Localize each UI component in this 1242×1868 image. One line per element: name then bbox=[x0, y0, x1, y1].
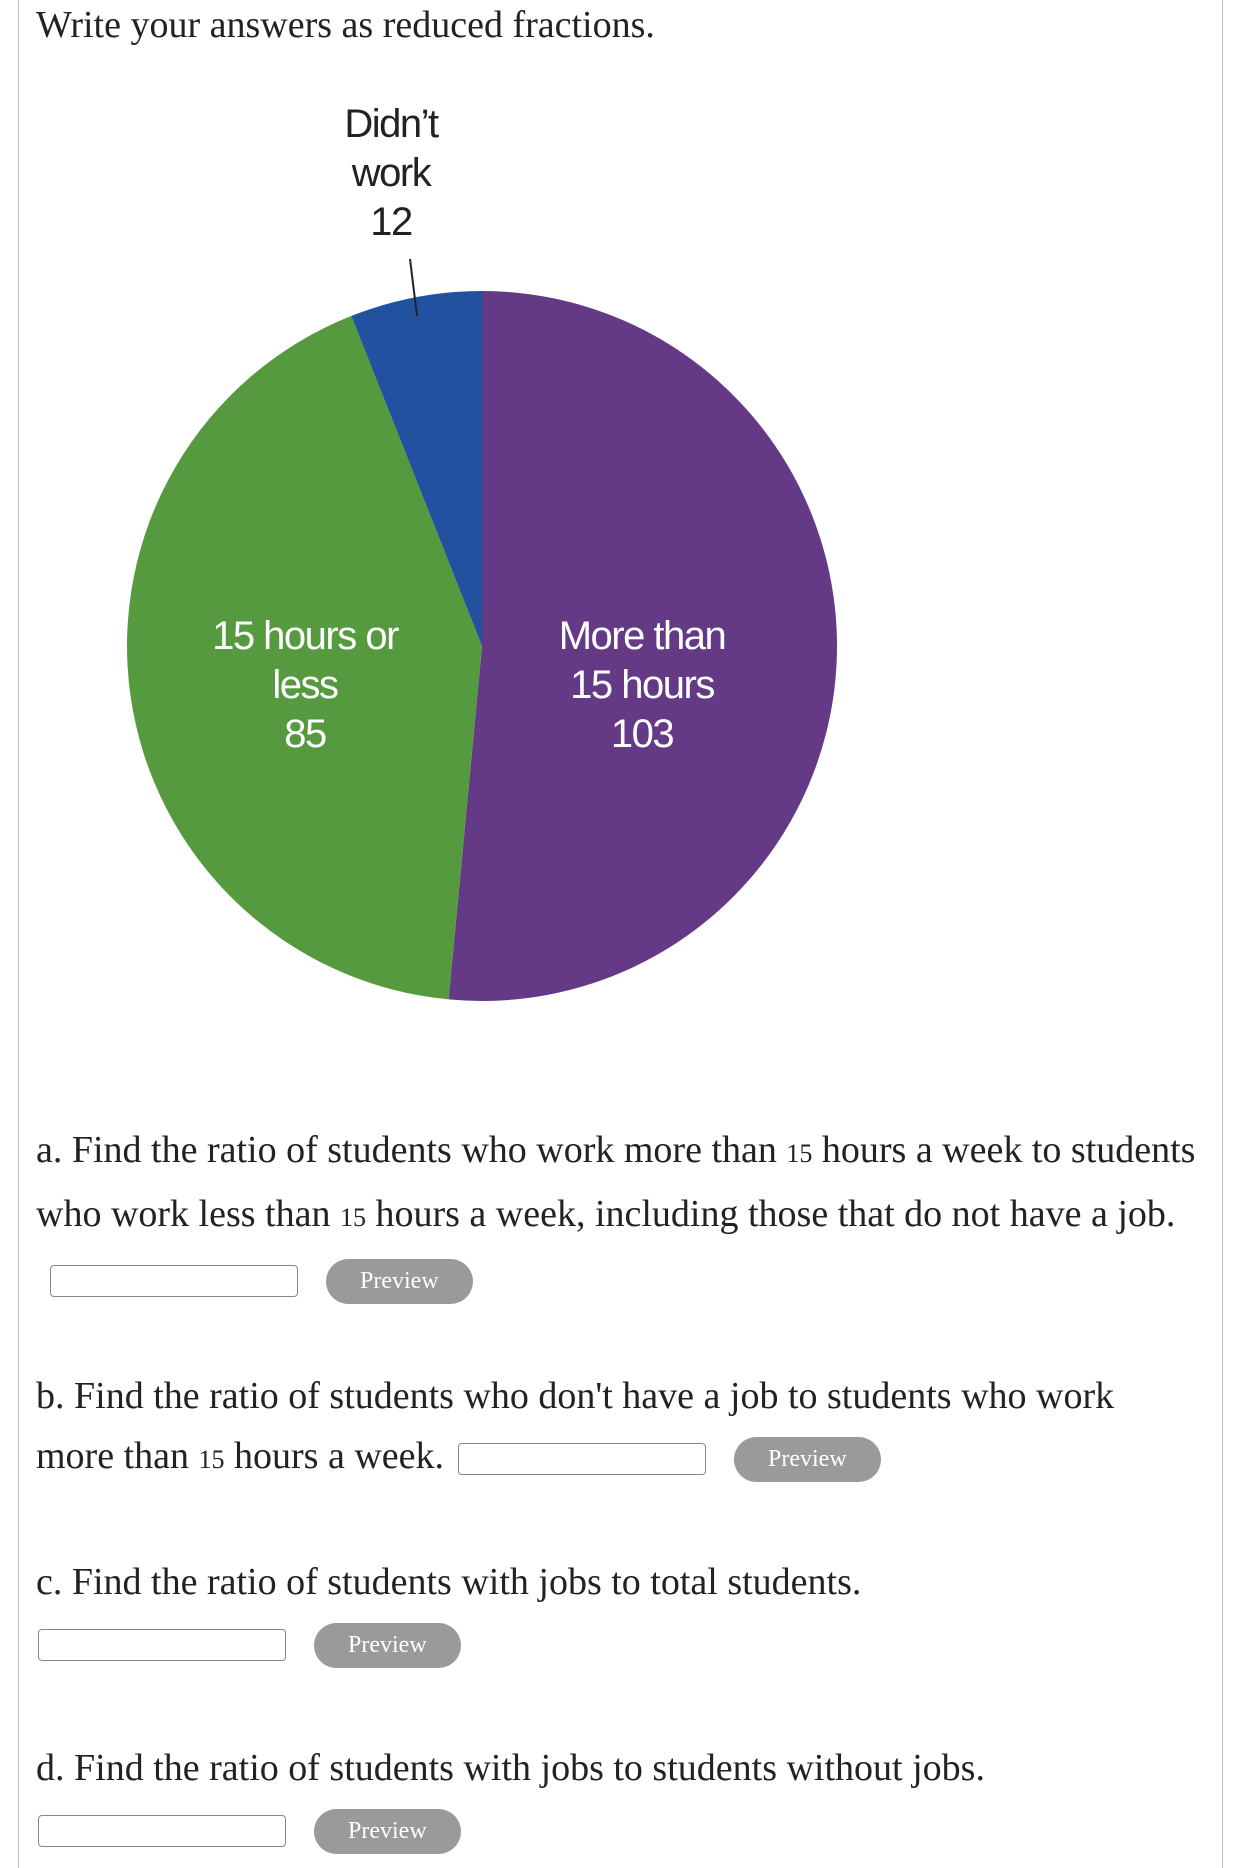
question-text: 15 bbox=[786, 1139, 813, 1168]
question-text: hours a week, including those that do no… bbox=[365, 1193, 1176, 1235]
frame bbox=[18, 0, 1223, 1868]
answer-input[interactable] bbox=[38, 1815, 286, 1848]
slice-label: Didn’t work 12 bbox=[326, 100, 456, 247]
question-text: hours a week. bbox=[224, 1435, 444, 1477]
slice-category: More than 15 hours bbox=[558, 614, 727, 707]
question-text: 15 bbox=[339, 1203, 366, 1232]
pie-chart bbox=[126, 258, 838, 1001]
slice-value: 85 bbox=[284, 712, 327, 756]
preview-button[interactable]: Preview bbox=[734, 1436, 881, 1482]
question-text: b. Find the ratio of students who don't … bbox=[36, 1375, 1115, 1477]
slice-label: 15 hours or less 85 bbox=[205, 612, 405, 759]
leader-line bbox=[409, 258, 418, 317]
slice-value: 12 bbox=[370, 200, 413, 244]
question-text: 15 bbox=[198, 1445, 225, 1474]
pie-slice bbox=[351, 291, 482, 646]
pie-slice bbox=[448, 291, 838, 1001]
preview-button[interactable]: Preview bbox=[314, 1808, 461, 1854]
slice-label: More than 15 hours 103 bbox=[537, 612, 747, 759]
question: c. Find the ratio of students with jobs … bbox=[36, 1552, 1196, 1672]
question: b. Find the ratio of students who don't … bbox=[36, 1366, 1196, 1490]
question: a. Find the ratio of students who work m… bbox=[36, 1120, 1196, 1308]
question-text: c. Find the ratio of students with jobs … bbox=[36, 1561, 862, 1603]
slice-value: 103 bbox=[610, 712, 675, 756]
question-text: d. Find the ratio of students with jobs … bbox=[36, 1747, 985, 1789]
answer-input[interactable] bbox=[50, 1265, 298, 1298]
preview-button[interactable]: Preview bbox=[314, 1622, 461, 1668]
answer-input[interactable] bbox=[458, 1443, 706, 1476]
preview-button[interactable]: Preview bbox=[326, 1258, 473, 1304]
question-text: a. Find the ratio of students who work m… bbox=[36, 1129, 787, 1171]
question: d. Find the ratio of students with jobs … bbox=[36, 1738, 1196, 1858]
answer-input[interactable] bbox=[38, 1629, 286, 1662]
slice-category: 15 hours or less bbox=[212, 614, 399, 707]
question-text: hours a week to students who work less t… bbox=[36, 1129, 1196, 1235]
pie-slice bbox=[126, 315, 482, 1000]
instruction: Write your answers as reduced fractions. bbox=[36, 4, 655, 46]
slice-category: Didn’t work bbox=[344, 102, 439, 195]
